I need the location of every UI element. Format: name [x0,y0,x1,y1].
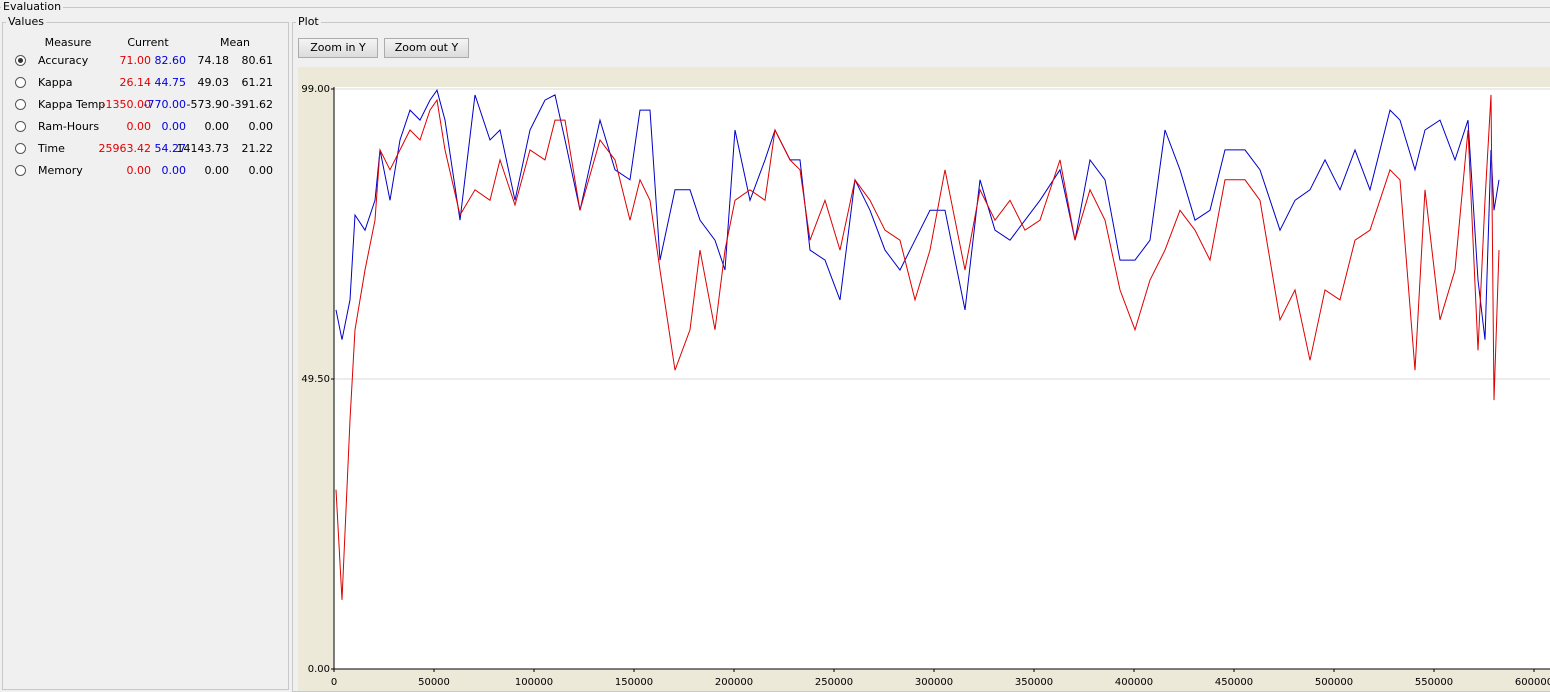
x-tick-label: 350000 [1015,677,1053,688]
x-tick-label: 0 [331,677,337,688]
header-mean: Mean [220,36,250,49]
x-tick-label: 500000 [1315,677,1353,688]
measure-radio[interactable] [15,99,26,110]
window-title: Evaluation [1,0,64,13]
x-tick-label: 450000 [1215,677,1253,688]
window-frame [0,7,1550,8]
measure-label: Time [38,142,65,155]
x-tick-label: 150000 [615,677,653,688]
measure-label: Ram-Hours [38,120,100,133]
current-value: 0.00 [161,164,187,177]
zoom-out-button[interactable]: Zoom out Y [384,38,469,58]
measure-label: Kappa Temp [38,98,106,111]
mean-value: 80.61 [241,54,274,67]
x-tick-label: 250000 [815,677,853,688]
mean-value: 0.00 [204,164,230,177]
measure-label: Accuracy [38,54,89,67]
x-tick-label: 600000 [1515,677,1550,688]
current-value: 26.14 [119,76,152,89]
mean-value: -573.90 [186,98,229,111]
current-value: 54.27 [154,142,187,155]
plot-chart: 0.00 49.50 99.00 0 50000 100000 150000 200000 25… [298,67,1550,691]
measure-radio[interactable] [15,55,26,66]
y-tick-label: 0.00 [308,664,330,675]
measure-label: Kappa [38,76,73,89]
measure-radio[interactable] [15,77,26,88]
zoom-in-button[interactable]: Zoom in Y [298,38,378,58]
series-line [335,94,1500,600]
current-value: 71.00 [119,54,152,67]
measure-radio[interactable] [15,121,26,132]
series-line [335,89,1500,340]
current-value: -1350.00 [101,98,151,111]
header-measure: Measure [44,36,92,49]
current-value: 44.75 [154,76,187,89]
mean-value: 21.22 [241,142,274,155]
current-value: 0.00 [161,120,187,133]
plot-title: Plot [296,15,321,28]
values-title: Values [6,15,46,28]
x-tick-label: 50000 [418,677,450,688]
measure-radio[interactable] [15,143,26,154]
measure-label: Memory [38,164,83,177]
mean-value: 0.00 [248,164,274,177]
current-value: 0.00 [126,164,152,177]
mean-value: 49.03 [197,76,230,89]
mean-value: 14143.73 [176,142,230,155]
mean-value: -391.62 [230,98,273,111]
mean-value: 0.00 [248,120,274,133]
current-value: 82.60 [154,54,187,67]
values-group [2,22,289,690]
measure-radio[interactable] [15,165,26,176]
y-tick-label: 99.00 [301,84,330,95]
mean-value: 0.00 [204,120,230,133]
x-tick-label: 100000 [515,677,553,688]
plot-area [334,87,1550,669]
current-value: 0.00 [126,120,152,133]
x-tick-label: 200000 [715,677,753,688]
mean-value: 74.18 [197,54,230,67]
mean-value: 61.21 [241,76,274,89]
x-tick-label: 300000 [915,677,953,688]
header-current: Current [127,36,169,49]
x-tick-label: 400000 [1115,677,1153,688]
x-tick-label: 550000 [1415,677,1453,688]
current-value: 25963.42 [98,142,152,155]
current-value: -770.00 [143,98,186,111]
y-tick-label: 49.50 [301,374,330,385]
